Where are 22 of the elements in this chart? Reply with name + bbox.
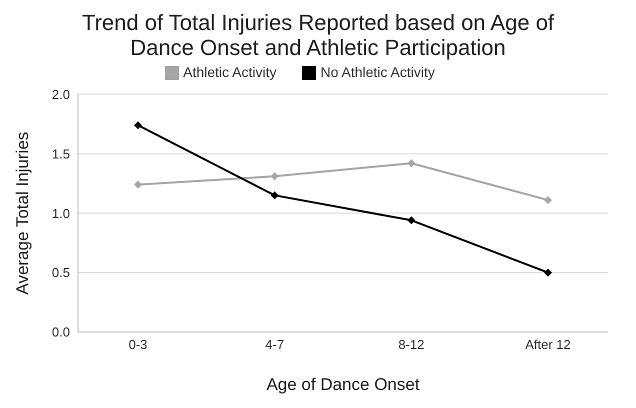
point — [544, 268, 552, 277]
legend-label: No Athletic Activity — [320, 64, 435, 80]
point — [407, 159, 416, 168]
y-tick-label: 0.5 — [52, 265, 70, 280]
x-tick-label: 0-3 — [128, 337, 148, 352]
legend-label: Athletic Activity — [183, 64, 276, 80]
point — [544, 196, 552, 204]
x-tick-label: 8-12 — [398, 337, 424, 352]
point — [134, 121, 142, 130]
point — [407, 216, 416, 224]
x-tick-label: 4-7 — [265, 337, 284, 352]
y-axis-title: Average Total Injuries — [13, 132, 32, 295]
y-tick-label: 2.0 — [52, 86, 70, 102]
chart-title: Trend of Total Injuries Reported based on Age of Dance Onset and Athletic Participation — [80, 9, 556, 60]
y-tick-label: 0.0 — [52, 324, 70, 340]
point — [270, 172, 279, 180]
point — [134, 180, 142, 189]
x-tick-label: After 12 — [525, 337, 571, 352]
y-tick-label: 1.5 — [52, 146, 70, 162]
point — [270, 191, 279, 200]
y-tick-label: 1.0 — [52, 206, 70, 221]
x-axis-title: Age of Dance Onset — [266, 375, 420, 394]
